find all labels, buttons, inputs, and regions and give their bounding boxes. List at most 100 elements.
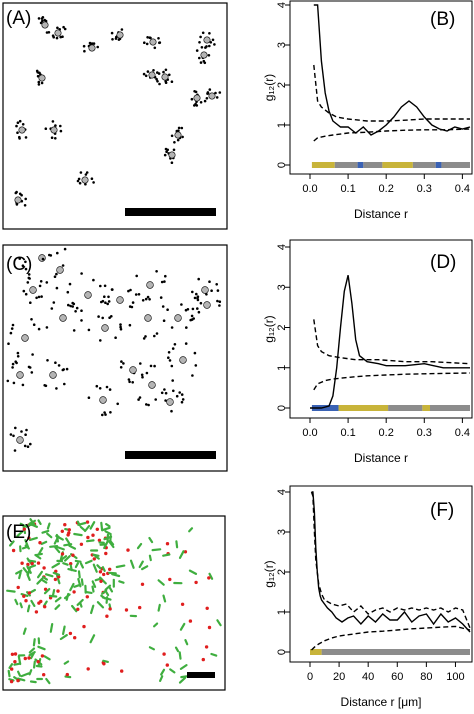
point-mark [80, 309, 83, 313]
center-marker [50, 126, 58, 134]
cell-marker [41, 575, 49, 581]
cell-marker [126, 548, 130, 552]
point-mark [208, 88, 212, 91]
point-mark [12, 434, 15, 438]
point-mark [207, 54, 211, 57]
point-mark [155, 270, 158, 273]
panel-e-scale-bar [187, 672, 215, 678]
cell-marker [51, 588, 56, 597]
chart-f-series-dashed-2 [311, 625, 471, 651]
cell-marker [175, 540, 179, 549]
chart-f-xtick-label: 80 [420, 671, 432, 683]
point-mark [71, 305, 74, 308]
cell-marker [17, 655, 22, 666]
cell-marker [16, 585, 20, 590]
cell-marker [107, 540, 115, 549]
point-mark [146, 295, 150, 299]
cell-marker [140, 582, 145, 586]
cell-marker [46, 532, 53, 539]
cell-marker [104, 584, 112, 591]
point-mark [59, 35, 62, 39]
point-mark [82, 44, 86, 48]
cell-marker [59, 633, 68, 641]
point-mark [55, 272, 58, 276]
point-mark [30, 318, 33, 321]
chart-f-ytick-label: 1 [276, 609, 288, 615]
point-mark [61, 264, 65, 267]
cell-marker [101, 589, 108, 595]
point-mark [145, 371, 149, 375]
point-mark [144, 297, 148, 301]
cell-marker [207, 576, 211, 580]
point-mark [119, 366, 123, 369]
point-mark [128, 380, 131, 384]
cell-marker [85, 520, 90, 524]
point-mark [119, 325, 122, 329]
point-mark [110, 31, 114, 35]
point-mark [199, 35, 202, 39]
chart-d-series-dashed-2 [313, 372, 471, 391]
point-mark [69, 304, 72, 308]
point-mark [24, 433, 27, 437]
cell-marker [89, 604, 95, 615]
point-mark [146, 70, 150, 73]
point-mark [24, 292, 28, 296]
cell-marker [99, 579, 103, 583]
point-mark [194, 102, 197, 106]
point-mark [196, 307, 199, 310]
cell-marker [180, 675, 188, 679]
center-marker [208, 92, 216, 100]
cell-marker [53, 577, 58, 582]
point-mark [104, 301, 107, 305]
chart-f-xlabel: Distance r [μm] [341, 695, 422, 709]
point-mark [205, 97, 209, 100]
point-mark [170, 80, 174, 83]
cell-marker [91, 533, 95, 537]
point-mark [98, 387, 102, 390]
point-mark [28, 366, 32, 369]
point-mark [29, 301, 32, 305]
point-mark [92, 278, 95, 282]
cell-marker [54, 596, 62, 603]
point-mark [41, 15, 45, 19]
chart-b-band-segment [363, 162, 383, 168]
cell-marker [63, 660, 70, 665]
cell-marker [37, 601, 41, 605]
point-mark [78, 181, 82, 185]
center-marker [148, 71, 156, 79]
chart-b-xtick-label: 0.4 [455, 183, 470, 195]
cell-marker [165, 542, 170, 546]
chart-b-ytick-label: 3 [276, 42, 288, 48]
point-mark [177, 126, 181, 130]
point-mark [142, 337, 146, 340]
cell-marker [216, 619, 222, 627]
cell-marker [7, 669, 11, 678]
cell-marker [71, 553, 75, 557]
point-mark [99, 284, 102, 288]
point-mark [27, 276, 31, 280]
panel-e-frame [2, 515, 226, 691]
cell-marker [22, 594, 26, 598]
point-mark [65, 367, 69, 371]
point-mark [56, 26, 59, 30]
cell-marker [49, 544, 59, 548]
panel-c-label: (C) [6, 254, 32, 275]
point-mark [72, 302, 76, 306]
cell-marker [79, 525, 86, 532]
chart-b-ytick-label: 2 [276, 82, 288, 88]
point-mark [117, 38, 121, 41]
chart-d-ytick-label: 0 [276, 405, 288, 411]
cell-marker [8, 678, 15, 682]
cell-marker [148, 646, 155, 651]
point-mark [101, 299, 105, 303]
cell-marker [43, 587, 48, 591]
point-mark [128, 323, 132, 327]
cell-marker [178, 676, 187, 684]
cell-marker [26, 573, 31, 582]
point-mark [41, 19, 44, 23]
cell-marker [85, 595, 90, 599]
point-mark [32, 323, 36, 327]
cell-marker [160, 668, 166, 676]
center-marker [168, 151, 176, 159]
cell-marker [32, 638, 36, 647]
